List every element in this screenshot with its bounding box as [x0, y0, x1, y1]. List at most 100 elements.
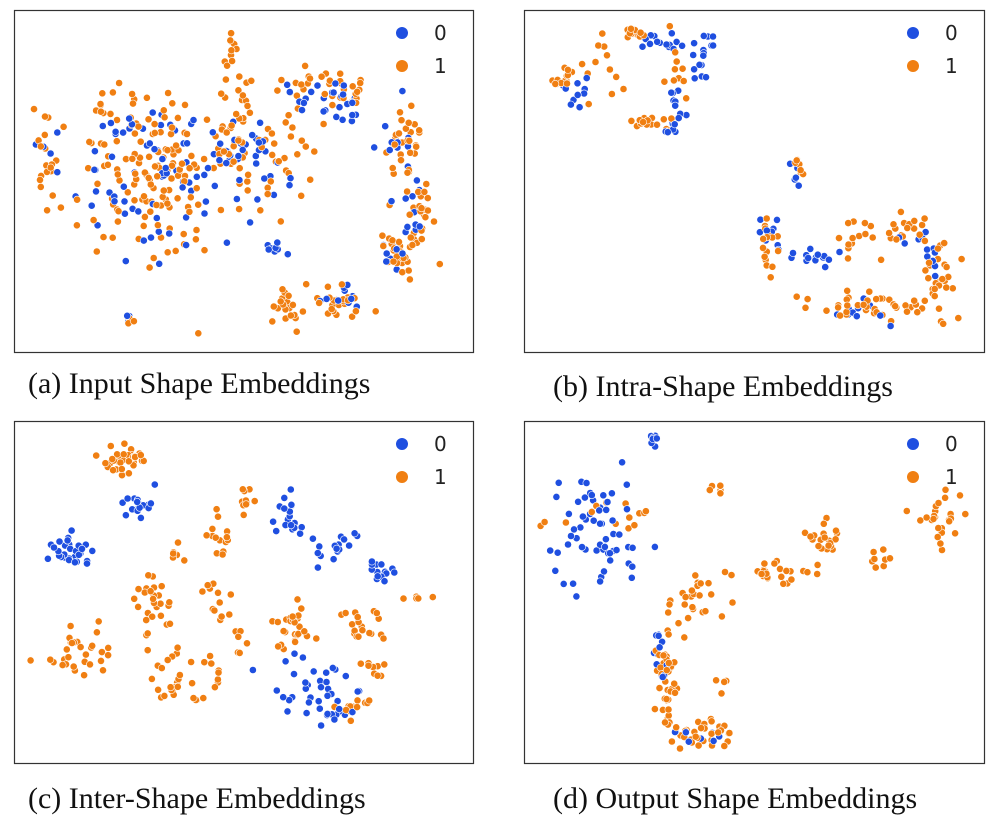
- data-point-class-0: [398, 249, 407, 258]
- data-point-class-1: [407, 101, 416, 110]
- data-point-class-0: [612, 546, 621, 555]
- data-point-class-0: [573, 91, 582, 99]
- data-point-class-0: [189, 116, 198, 124]
- data-point-class-1: [902, 507, 911, 515]
- data-point-class-1: [153, 172, 162, 181]
- data-point-class-0: [689, 51, 698, 59]
- data-point-class-1: [832, 526, 840, 535]
- data-point-class-0: [71, 558, 79, 567]
- data-point-class-1: [353, 696, 362, 705]
- data-point-class-1: [227, 121, 236, 130]
- data-point-class-1: [306, 175, 315, 184]
- data-point-class-1: [417, 235, 426, 243]
- data-point-class-0: [338, 115, 347, 124]
- data-point-class-0: [554, 478, 563, 487]
- data-point-class-1: [178, 159, 186, 168]
- data-point-class-1: [336, 69, 345, 78]
- data-point-class-1: [139, 221, 148, 230]
- data-point-class-1: [903, 307, 911, 316]
- data-point-class-1: [284, 111, 293, 120]
- data-point-class-1: [223, 61, 231, 70]
- data-point-class-1: [130, 196, 139, 205]
- data-point-class-1: [114, 217, 122, 226]
- data-point-class-1: [877, 255, 885, 264]
- data-point-class-1: [762, 214, 771, 223]
- data-point-class-1: [691, 571, 700, 580]
- data-point-class-0: [201, 197, 210, 206]
- data-point-class-1: [659, 651, 668, 660]
- data-point-class-1: [405, 136, 414, 145]
- data-point-class-1: [403, 168, 412, 177]
- data-point-class-1: [664, 608, 673, 617]
- data-point-class-1: [779, 579, 788, 588]
- data-point-class-1: [146, 207, 155, 216]
- data-point-class-0: [348, 111, 357, 119]
- data-point-class-1: [670, 65, 679, 74]
- data-point-class-1: [202, 531, 211, 540]
- data-point-class-1: [93, 628, 101, 637]
- data-point-class-0: [145, 139, 154, 148]
- data-point-class-0: [658, 673, 667, 681]
- data-point-class-0: [385, 146, 394, 154]
- caption-a: (a) Input Shape Embeddings: [28, 367, 371, 400]
- data-point-class-0: [246, 218, 254, 227]
- data-point-class-1: [165, 598, 174, 607]
- data-point-class-1: [388, 236, 397, 245]
- data-point-class-0: [401, 194, 410, 203]
- data-point-class-1: [348, 312, 356, 321]
- data-point-class-0: [654, 631, 663, 640]
- data-point-class-1: [245, 108, 254, 117]
- data-point-class-0: [569, 579, 577, 588]
- data-point-class-0: [608, 489, 616, 498]
- data-point-class-0: [622, 480, 631, 489]
- data-point-class-1: [99, 666, 107, 675]
- data-point-class-1: [612, 73, 621, 81]
- data-point-class-1: [30, 105, 38, 113]
- data-point-class-1: [181, 101, 189, 109]
- data-point-class-0: [322, 678, 331, 686]
- data-point-class-0: [381, 122, 390, 131]
- data-point-class-0: [804, 254, 813, 262]
- data-point-class-0: [580, 89, 588, 98]
- data-point-class-1: [150, 120, 159, 128]
- data-point-class-0: [92, 187, 100, 196]
- points-group: [536, 431, 970, 753]
- data-point-class-1: [859, 300, 868, 309]
- data-point-class-0: [332, 113, 341, 121]
- data-point-class-1: [293, 150, 302, 159]
- data-point-class-1: [768, 262, 777, 271]
- data-point-class-1: [782, 566, 791, 575]
- data-point-class-1: [587, 508, 596, 516]
- data-point-class-1: [938, 546, 946, 554]
- data-point-class-0: [627, 573, 636, 582]
- data-point-class-1: [108, 233, 117, 242]
- data-point-class-1: [227, 46, 236, 55]
- data-point-class-1: [707, 590, 716, 599]
- data-point-class-1: [208, 525, 217, 533]
- data-point-class-0: [773, 215, 781, 224]
- data-point-class-0: [646, 40, 654, 48]
- data-point-class-1: [364, 661, 373, 670]
- data-point-class-1: [653, 120, 661, 129]
- data-point-class-1: [168, 99, 177, 108]
- legend-label-1: 1: [945, 465, 958, 489]
- data-point-class-1: [824, 541, 833, 550]
- data-point-class-1: [46, 163, 55, 172]
- data-point-class-1: [954, 314, 963, 322]
- data-point-class-0: [398, 87, 407, 95]
- data-point-class-0: [210, 181, 219, 190]
- legend: 01: [396, 432, 447, 489]
- data-point-class-1: [936, 539, 945, 548]
- data-point-class-1: [608, 90, 616, 98]
- data-point-class-1: [142, 93, 151, 102]
- data-point-class-0: [200, 209, 209, 218]
- data-point-class-1: [244, 170, 252, 179]
- data-point-class-0: [319, 107, 328, 116]
- data-point-class-1: [186, 193, 195, 202]
- data-point-class-1: [636, 28, 645, 37]
- data-point-class-1: [302, 280, 311, 289]
- data-point-class-1: [276, 297, 285, 306]
- data-point-class-1: [770, 559, 779, 568]
- data-point-class-1: [171, 246, 180, 255]
- data-point-class-1: [73, 221, 81, 230]
